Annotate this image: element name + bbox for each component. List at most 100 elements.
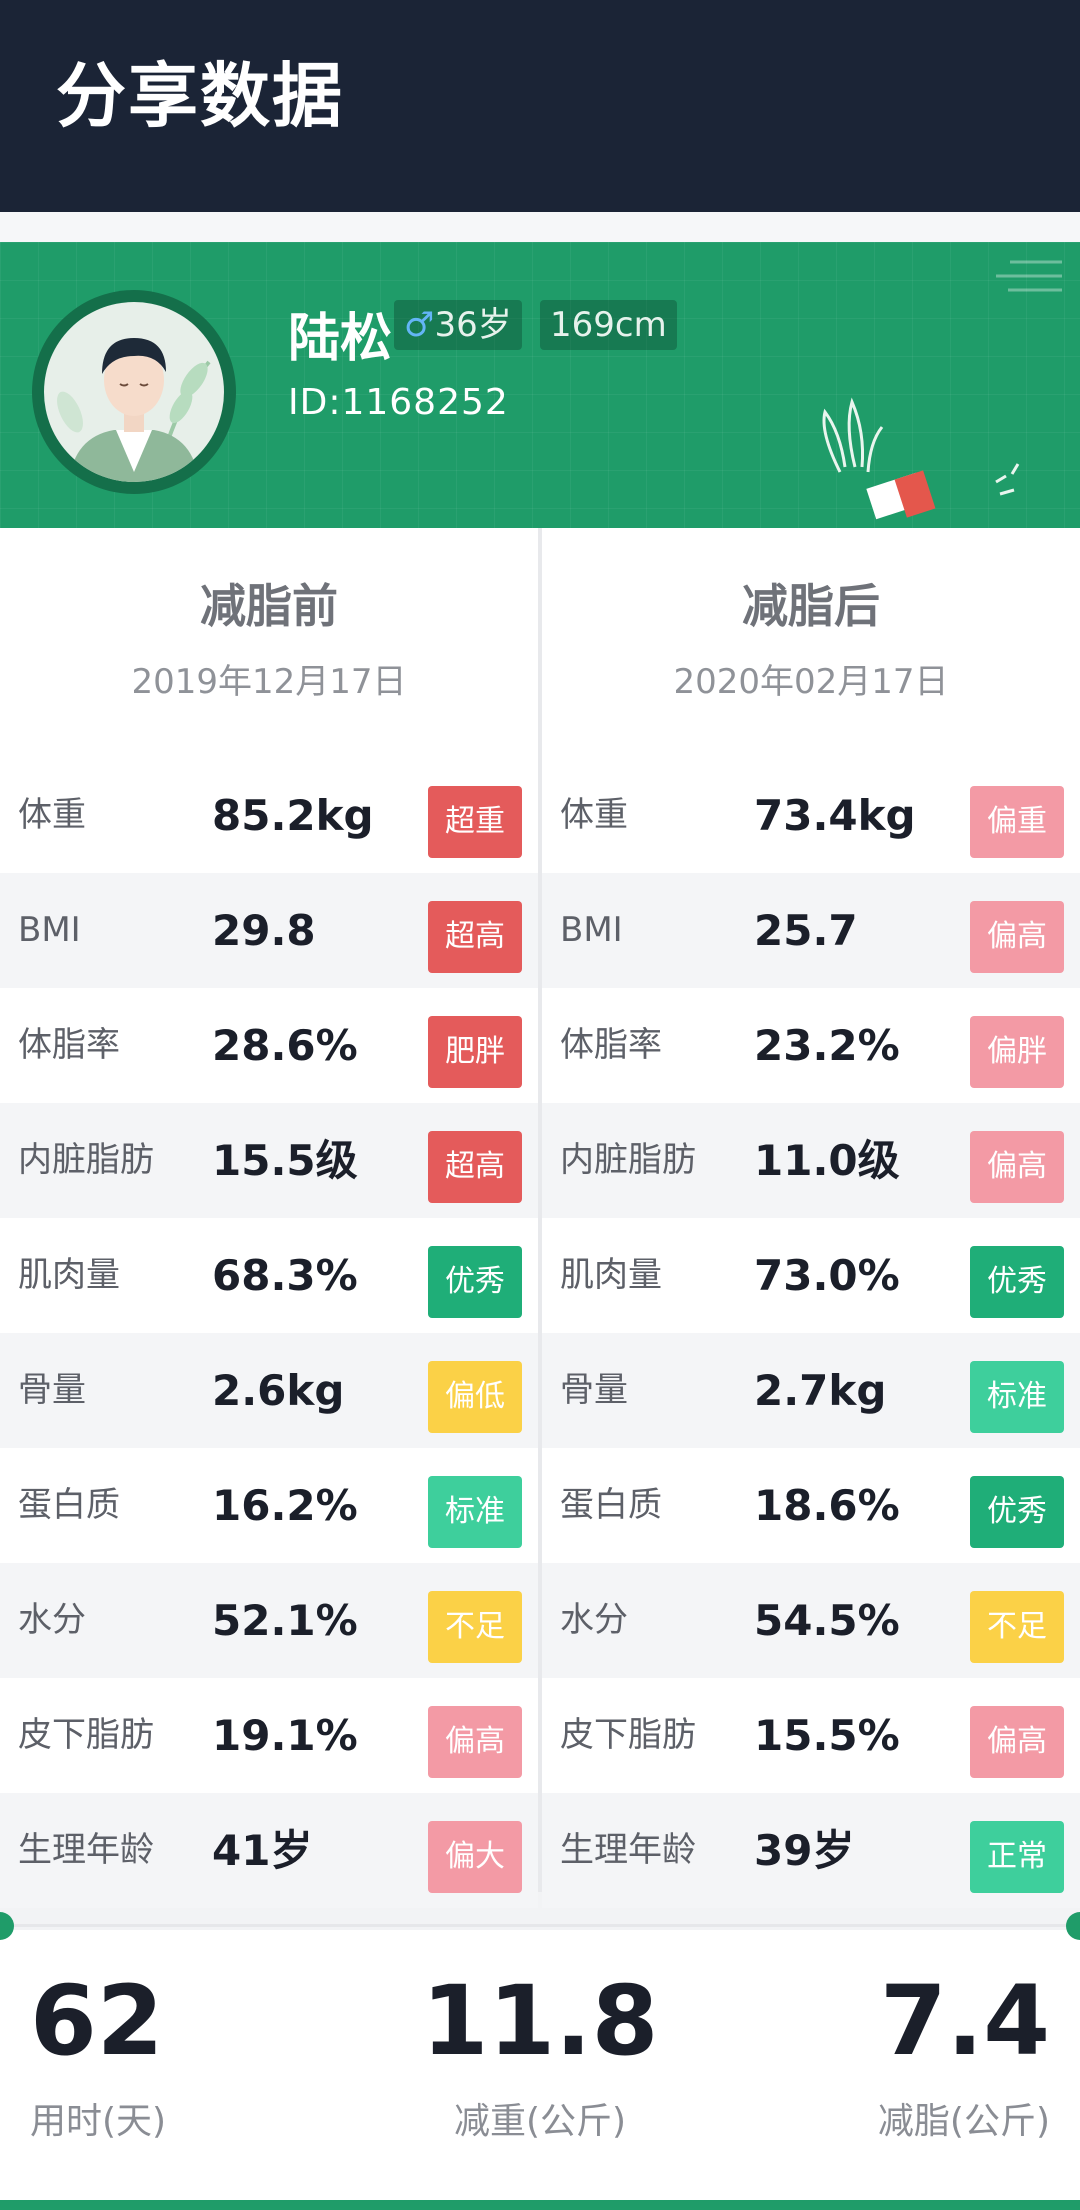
left-dot-decoration xyxy=(0,1912,14,1940)
metric-row: 蛋白质 18.6% 优秀 xyxy=(542,1448,1080,1563)
metric-label: 皮下脂肪 xyxy=(18,1715,154,1755)
after-panel: 减脂后 2020年02月17日 体重 73.4kg 偏重 BMI 25.7 偏高 体脂率… xyxy=(542,528,1080,1908)
metric-label: 内脏脂肪 xyxy=(18,1140,154,1180)
duration-days-value: 62 xyxy=(30,1965,164,2077)
metric-row: 肌肉量 68.3% 优秀 xyxy=(0,1218,538,1333)
metric-row: 生理年龄 39岁 正常 xyxy=(542,1793,1080,1908)
metric-row: 内脏脂肪 15.5级 超高 xyxy=(0,1103,538,1218)
user-name: 陆松 xyxy=(288,309,393,369)
metric-row: 皮下脂肪 15.5% 偏高 xyxy=(542,1678,1080,1793)
metric-label: BMI xyxy=(18,910,81,950)
weight-loss-value: 11.8 xyxy=(421,1965,659,2077)
metric-row: 水分 54.5% 不足 xyxy=(542,1563,1080,1678)
metric-row: 体脂率 28.6% 肥胖 xyxy=(0,988,538,1103)
metric-value: 18.6% xyxy=(754,1481,900,1530)
status-badge: 优秀 xyxy=(970,1476,1064,1548)
metric-row: 体脂率 23.2% 偏胖 xyxy=(542,988,1080,1103)
status-badge: 偏低 xyxy=(428,1361,522,1433)
metric-label: 蛋白质 xyxy=(18,1485,120,1525)
metric-value: 2.6kg xyxy=(212,1366,345,1415)
duration-days-label: 用时(天) xyxy=(30,2101,167,2142)
metric-value: 23.2% xyxy=(754,1021,900,1070)
avatar-image xyxy=(44,302,224,482)
metric-row: 体重 73.4kg 偏重 xyxy=(542,758,1080,873)
fat-loss-label: 减脂(公斤) xyxy=(877,2101,1050,2142)
status-badge: 超重 xyxy=(428,786,522,858)
before-panel: 减脂前 2019年12月17日 体重 85.2kg 超重 BMI 29.8 超高 体脂率… xyxy=(0,528,538,1908)
metric-value: 41岁 xyxy=(212,1826,313,1875)
avatar[interactable] xyxy=(32,290,236,494)
right-dot-decoration xyxy=(1066,1912,1080,1940)
summary-footer xyxy=(0,1930,1080,2210)
metric-row: 内脏脂肪 11.0级 偏高 xyxy=(542,1103,1080,1218)
status-badge: 偏高 xyxy=(970,1706,1064,1778)
metric-label: 骨量 xyxy=(560,1370,628,1410)
metric-value: 39岁 xyxy=(754,1826,855,1875)
height-tag: 169cm xyxy=(540,300,677,350)
metric-label: 体重 xyxy=(18,795,86,835)
fat-loss-value: 7.4 xyxy=(879,1965,1050,2077)
metric-value: 85.2kg xyxy=(212,791,374,840)
metric-label: 生理年龄 xyxy=(18,1830,154,1870)
status-badge: 优秀 xyxy=(428,1246,522,1318)
metric-row: 骨量 2.7kg 标准 xyxy=(542,1333,1080,1448)
status-badge: 偏高 xyxy=(970,1131,1064,1203)
after-date: 2020年02月17日 xyxy=(673,662,949,702)
status-badge: 标准 xyxy=(970,1361,1064,1433)
column-divider xyxy=(538,528,542,1892)
male-icon: ♂ xyxy=(404,305,435,345)
status-badge: 标准 xyxy=(428,1476,522,1548)
metric-value: 15.5级 xyxy=(212,1136,358,1185)
age-value: 36岁 xyxy=(434,305,512,345)
metric-value: 15.5% xyxy=(754,1711,900,1760)
before-metrics-list: 体重 85.2kg 超重 BMI 29.8 超高 体脂率 28.6% 肥胖 内脏脂肪 15.5… xyxy=(0,758,538,1908)
metric-label: 肌肉量 xyxy=(560,1255,662,1295)
app-header: 分享数据 xyxy=(0,0,1080,212)
gender-age-tag: ♂36岁 xyxy=(394,300,522,350)
metric-row: BMI 29.8 超高 xyxy=(0,873,538,988)
metric-row: 水分 52.1% 不足 xyxy=(0,1563,538,1678)
status-badge: 不足 xyxy=(428,1591,522,1663)
metric-label: 水分 xyxy=(18,1600,86,1640)
metric-label: 肌肉量 xyxy=(18,1255,120,1295)
after-title: 减脂后 xyxy=(742,579,880,633)
bottom-accent-bar xyxy=(0,2200,1080,2210)
metric-value: 16.2% xyxy=(212,1481,358,1530)
metric-row: 肌肉量 73.0% 优秀 xyxy=(542,1218,1080,1333)
status-badge: 正常 xyxy=(970,1821,1064,1893)
metric-value: 52.1% xyxy=(212,1596,358,1645)
metric-label: 体脂率 xyxy=(560,1025,662,1065)
metric-value: 68.3% xyxy=(212,1251,358,1300)
status-badge: 优秀 xyxy=(970,1246,1064,1318)
metric-value: 28.6% xyxy=(212,1021,358,1070)
metric-value: 25.7 xyxy=(754,906,858,955)
metric-value: 11.0级 xyxy=(754,1136,900,1185)
status-badge: 偏重 xyxy=(970,786,1064,858)
status-badge: 不足 xyxy=(970,1591,1064,1663)
metric-row: 生理年龄 41岁 偏大 xyxy=(0,1793,538,1908)
metric-value: 54.5% xyxy=(754,1596,900,1645)
metric-label: 内脏脂肪 xyxy=(560,1140,696,1180)
metric-value: 73.0% xyxy=(754,1251,900,1300)
metric-value: 19.1% xyxy=(212,1711,358,1760)
metric-label: 蛋白质 xyxy=(560,1485,662,1525)
after-metrics-list: 体重 73.4kg 偏重 BMI 25.7 偏高 体脂率 23.2% 偏胖 内脏脂肪 11.0… xyxy=(542,758,1080,1908)
before-date: 2019年12月17日 xyxy=(131,662,407,702)
metric-label: BMI xyxy=(560,910,623,950)
metric-row: 骨量 2.6kg 偏低 xyxy=(0,1333,538,1448)
weight-loss-label: 减重(公斤) xyxy=(453,2101,627,2142)
avatar-illustration-icon xyxy=(57,338,211,482)
status-badge: 偏大 xyxy=(428,1821,522,1893)
metric-value: 2.7kg xyxy=(754,1366,887,1415)
metric-value: 29.8 xyxy=(212,906,316,955)
header-gap xyxy=(0,212,1080,242)
status-badge: 超高 xyxy=(428,901,522,973)
metric-label: 生理年龄 xyxy=(560,1830,696,1870)
footer-divider xyxy=(0,1924,1080,1927)
metric-row: 体重 85.2kg 超重 xyxy=(0,758,538,873)
metric-value: 73.4kg xyxy=(754,791,916,840)
status-badge: 超高 xyxy=(428,1131,522,1203)
metric-row: 皮下脂肪 19.1% 偏高 xyxy=(0,1678,538,1793)
metric-row: 蛋白质 16.2% 标准 xyxy=(0,1448,538,1563)
metric-label: 皮下脂肪 xyxy=(560,1715,696,1755)
